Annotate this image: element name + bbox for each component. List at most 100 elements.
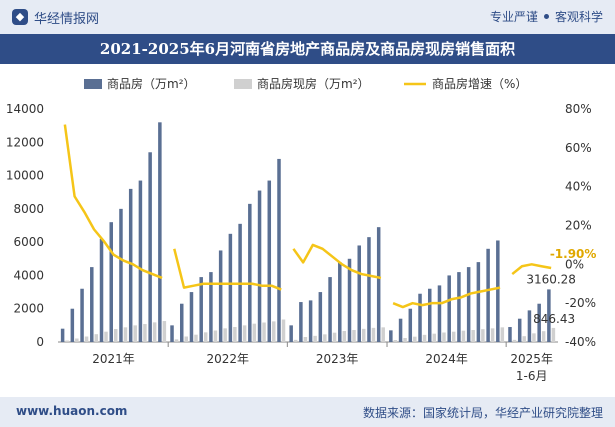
secondary-bar xyxy=(272,321,276,342)
secondary-bar xyxy=(490,328,495,342)
legend: 商品房（万m²） 商品房现房（万m²） 商品房增速（%） xyxy=(84,76,527,91)
legend-label-secondary: 商品房现房（万m²） xyxy=(257,76,370,91)
left-tick-label: 2000 xyxy=(13,302,44,316)
main-bar-data-label: 3160.28 xyxy=(526,272,576,286)
main-bar xyxy=(466,267,471,342)
main-bar xyxy=(267,180,272,342)
secondary-bar xyxy=(422,334,427,342)
secondary-bar xyxy=(262,322,266,342)
secondary-bar xyxy=(252,323,257,342)
rate-line-segment xyxy=(392,286,501,309)
secondary-bar xyxy=(281,319,286,342)
footer-source: 数据来源：国家统计局，华经产业研究院整理 xyxy=(362,406,603,420)
secondary-bar xyxy=(381,327,385,342)
main-bar xyxy=(427,288,432,342)
secondary-bar xyxy=(174,339,179,342)
secondary-bar xyxy=(522,336,526,342)
x-group-label: 2022年 xyxy=(206,352,249,366)
slogan-left: 专业严谨 xyxy=(489,10,538,24)
secondary-bar xyxy=(213,330,218,342)
secondary-bar xyxy=(194,334,198,342)
secondary-bar xyxy=(403,338,407,342)
left-tick-label: 6000 xyxy=(13,235,44,249)
main-bar xyxy=(408,308,413,342)
secondary-bar xyxy=(184,336,189,342)
right-tick-label: 60% xyxy=(565,141,592,155)
main-bar xyxy=(389,330,393,342)
rate-line xyxy=(63,124,552,309)
chart-svg: 商品房（万m²） 商品房现房（万m²） 商品房增速（%） 0 2000 4000 6000… xyxy=(6,76,597,383)
secondary-bar xyxy=(303,337,308,342)
secondary-bar xyxy=(551,327,556,342)
secondary-bar xyxy=(461,330,466,342)
secondary-bar xyxy=(432,333,437,342)
footer: www.huaon.com 数据来源：国家统计局，华经产业研究院整理 xyxy=(0,397,615,427)
main-bar xyxy=(367,237,371,342)
top-bar: ◆ 华经情报网 专业严谨 客观科学 xyxy=(0,0,615,34)
secondary-bar xyxy=(242,325,247,342)
secondary-bar xyxy=(94,334,99,342)
secondary-bar xyxy=(104,331,108,342)
main-bar xyxy=(158,122,162,342)
rate-line-segment xyxy=(173,248,282,291)
secondary-bar xyxy=(143,324,147,342)
right-tick-label: 20% xyxy=(565,219,592,233)
main-bar xyxy=(547,289,551,342)
main-bar xyxy=(128,188,133,342)
x-group-sublabel: 1-6月 xyxy=(516,369,548,383)
main-bar xyxy=(119,208,123,342)
main-bar xyxy=(209,272,213,342)
right-tick-label: 0% xyxy=(565,257,584,271)
secondary-bar xyxy=(342,331,347,342)
secondary-bar xyxy=(413,336,417,342)
rate-data-label: -1.90% xyxy=(550,247,597,261)
main-bar xyxy=(376,227,381,342)
main-bar xyxy=(70,308,75,342)
legend-swatch-main xyxy=(84,79,102,89)
x-group-label: 2025年 xyxy=(510,352,553,366)
annotations: -1.90% 3160.28 846.43 xyxy=(526,247,596,326)
secondary-bar xyxy=(203,332,208,342)
main-bar xyxy=(179,303,184,342)
main-bar xyxy=(496,240,500,342)
left-tick-label: 10000 xyxy=(6,169,44,183)
secondary-bar xyxy=(162,321,167,342)
main-bar xyxy=(60,328,65,342)
title-bar: 2021-2025年6月河南省房地产商品房及商品房现房销售面积 xyxy=(0,34,615,64)
main-bar xyxy=(99,238,104,342)
brand-logo-icon: ◆ xyxy=(12,9,28,25)
secondary-bar xyxy=(332,332,337,342)
axes: 0 2000 4000 6000 8000 10000 12000 14000 -40% -20%… xyxy=(6,102,596,383)
legend-label-main: 商品房（万m²） xyxy=(107,76,196,91)
footer-website: www.huaon.com xyxy=(16,404,128,418)
secondary-bar xyxy=(133,325,137,342)
secondary-bar xyxy=(152,322,157,342)
rate-line-segment xyxy=(63,124,163,280)
main-bar xyxy=(257,190,262,342)
legend-swatch-secondary xyxy=(234,79,252,89)
main-bar xyxy=(218,250,223,342)
rate-line-segment xyxy=(292,243,382,280)
main-bar xyxy=(248,203,252,342)
secondary-bar xyxy=(293,339,298,342)
main-bar xyxy=(437,285,442,342)
main-bar xyxy=(80,288,84,342)
secondary-bar xyxy=(541,331,546,342)
main-bar xyxy=(277,158,281,342)
secondary-bar xyxy=(313,335,317,342)
secondary-bar xyxy=(393,340,398,342)
right-tick-label: -20% xyxy=(565,296,596,310)
main-bar xyxy=(90,267,94,342)
rate-line-segment xyxy=(511,263,552,276)
main-bar xyxy=(527,310,532,342)
main-bar xyxy=(189,292,194,342)
left-tick-label: 12000 xyxy=(6,135,44,149)
secondary-bar xyxy=(233,327,237,342)
brand-name: 华经情报网 xyxy=(34,11,100,27)
main-bar xyxy=(170,325,174,342)
main-bar xyxy=(328,277,332,342)
secondary-bars xyxy=(65,319,556,342)
secondary-bar xyxy=(75,338,79,342)
secondary-bar xyxy=(481,329,485,342)
